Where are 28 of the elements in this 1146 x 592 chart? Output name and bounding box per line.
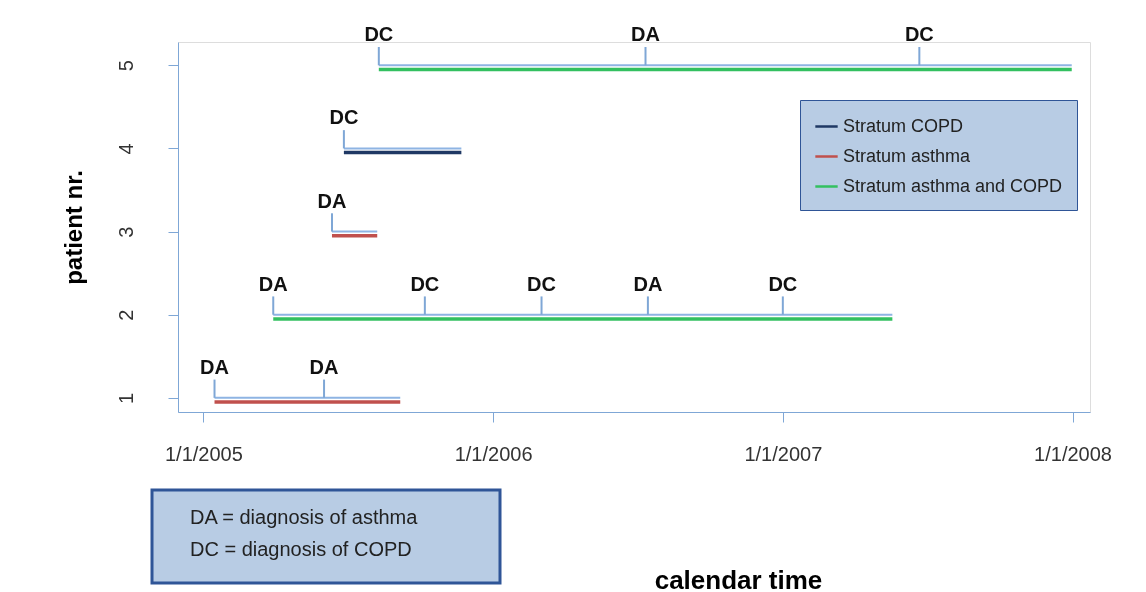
x-tick-label: 1/1/2007 (744, 442, 823, 465)
annotation: DA (631, 23, 660, 46)
annotation: DC (364, 23, 394, 46)
y-tick-label: 4 (114, 143, 137, 155)
y-tick-label: 5 (114, 60, 137, 72)
text: DA = diagnosis of asthma (190, 506, 419, 528)
annotation: DA (258, 272, 288, 295)
annotation: DC (768, 272, 798, 295)
annotation: DA (309, 355, 339, 378)
annotation: DA (317, 189, 347, 212)
legend-label: Stratum asthma (843, 145, 972, 166)
y-tick-label: 3 (114, 226, 137, 238)
y-axis-title: patient nr. (59, 170, 87, 285)
x-axis-title: calendar time (654, 564, 823, 592)
text: DC = diagnosis of COPD (190, 538, 412, 560)
annotation: DA (200, 355, 229, 378)
annotation: DC (329, 106, 359, 129)
y-tick-label: 1 (114, 392, 137, 404)
legend-label: Stratum asthma and COPD (843, 175, 1063, 196)
legend-label: Stratum COPD (843, 115, 964, 136)
x-tick-label: 1/1/2005 (164, 442, 243, 465)
annotation: DA (633, 272, 663, 295)
annotation: DC (410, 272, 440, 295)
annotation: DC (527, 272, 556, 295)
x-tick-label: 1/1/2006 (454, 442, 533, 465)
annotation: DC (904, 23, 934, 46)
y-tick-label: 2 (114, 309, 137, 321)
x-tick-label: 1/1/2008 (1034, 442, 1112, 465)
